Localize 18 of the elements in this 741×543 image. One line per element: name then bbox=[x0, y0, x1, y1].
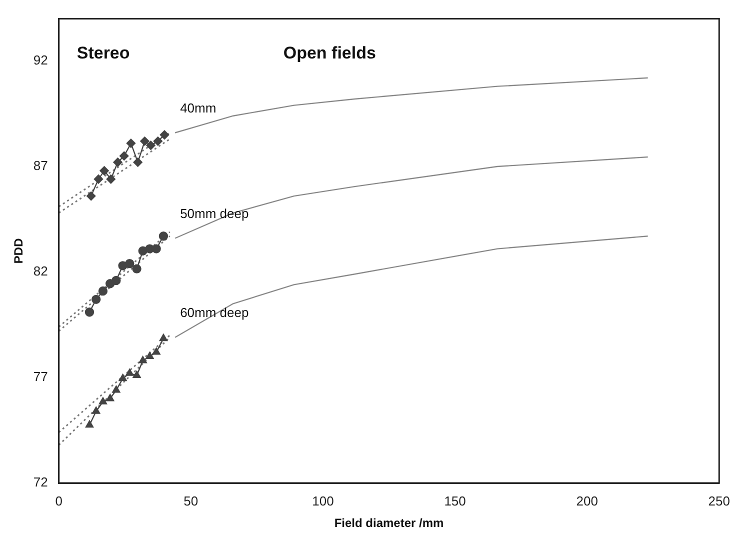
x-tick-label: 100 bbox=[312, 493, 334, 508]
y-tick-label: 92 bbox=[33, 52, 48, 68]
annotation: Stereo bbox=[76, 43, 130, 62]
x-axis-title: Field diameter /mm bbox=[334, 516, 444, 530]
series-label: 50mm deep bbox=[180, 206, 249, 221]
x-tick-label: 50 bbox=[184, 493, 198, 508]
x-tick-label: 250 bbox=[708, 493, 730, 508]
annotation: Open fields bbox=[283, 43, 376, 62]
y-tick-label: 72 bbox=[33, 474, 48, 490]
y-tick-label: 82 bbox=[33, 264, 48, 279]
series-label: 60mm deep bbox=[180, 304, 249, 320]
series-label: 40mm bbox=[180, 100, 216, 116]
x-tick-label: 0 bbox=[55, 493, 62, 508]
x-tick-label: 200 bbox=[576, 493, 598, 508]
y-axis-title: PDD bbox=[12, 238, 26, 264]
y-tick-label: 77 bbox=[33, 369, 48, 384]
x-tick-label: 150 bbox=[444, 493, 466, 508]
y-tick-label: 87 bbox=[33, 158, 48, 174]
